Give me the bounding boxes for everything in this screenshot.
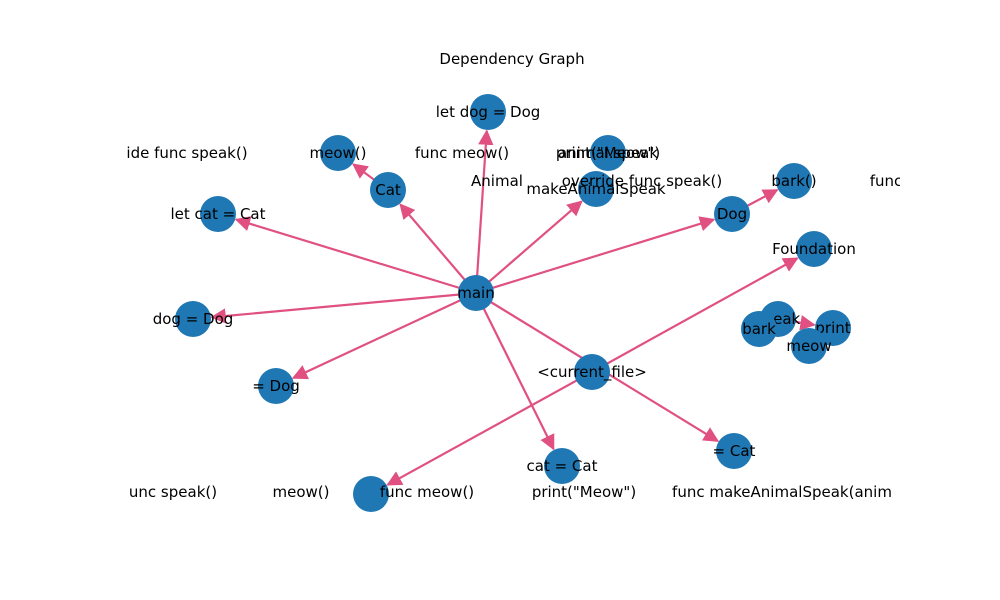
- graph-title: Dependency Graph: [439, 50, 584, 68]
- edge-main-to-make_speak: [475, 200, 583, 294]
- node-meow: meow: [786, 328, 832, 364]
- node-label: bark(): [771, 172, 816, 190]
- node-label: cat = Cat: [527, 457, 598, 475]
- node-bark: bark: [741, 311, 777, 347]
- node-layer: main <current_file> Cat Dog meow() bark() let …: [153, 94, 856, 512]
- node-label: Cat: [375, 181, 401, 199]
- node-label: print("Meow"): [556, 144, 660, 162]
- edge-current_file-to-foundation: [591, 257, 799, 373]
- node-label: let dog = Dog: [436, 103, 541, 121]
- floating-label-override_speak: override func speak(): [562, 172, 723, 190]
- node-circle: [796, 231, 832, 267]
- label-layer: ide func speak() func meow() animal.speak A…: [126, 144, 903, 501]
- node-circle: [574, 354, 610, 390]
- node-circle: [175, 301, 211, 337]
- node-foundation: Foundation: [772, 231, 856, 267]
- node-label: dog = Dog: [153, 310, 234, 328]
- node-circle: [714, 196, 750, 232]
- node-meow_call: meow(): [310, 135, 367, 171]
- node-eq_cat: = Cat: [713, 433, 756, 469]
- node-label: main: [457, 284, 494, 302]
- floating-label-meow_bottom_lbl: meow(): [273, 483, 330, 501]
- node-dog_eq: dog = Dog: [153, 301, 234, 337]
- edge-main-to-cat_cls: [399, 203, 477, 294]
- floating-label-func_meow_top: func meow(): [415, 144, 509, 162]
- edge-main-to-dog_cls: [475, 216, 716, 295]
- node-circle: [353, 476, 389, 512]
- floating-label-func_make: func makeAnimalSpeak(anim: [672, 483, 892, 501]
- node-label: Dog: [717, 205, 747, 223]
- edge-main-to-eq_dog: [291, 292, 477, 380]
- node-main: main: [457, 275, 495, 311]
- node-make_speak: makeAnimalSpeak: [526, 171, 666, 207]
- node-cat_eq: cat = Cat: [527, 448, 598, 484]
- node-label: Foundation: [772, 240, 856, 258]
- edge-main-to-cat_eq: [475, 292, 555, 451]
- node-label: <current_file>: [537, 363, 647, 382]
- node-label: print: [815, 319, 850, 337]
- node-label: meow(): [310, 144, 367, 162]
- edge-main-to-let_cat: [234, 216, 477, 295]
- floating-label-animal_speak: animal.speak: [558, 144, 658, 162]
- node-print_meow_top: print("Meow"): [556, 135, 660, 171]
- node-circle: [320, 135, 356, 171]
- floating-label-animal: Animal: [471, 172, 523, 190]
- node-label: bark: [742, 320, 776, 338]
- node-circle: [791, 328, 827, 364]
- node-current_file: <current_file>: [537, 354, 647, 390]
- node-circle: [370, 172, 406, 208]
- node-label: let cat = Cat: [170, 205, 265, 223]
- floating-label-ov_speak_left: ide func speak(): [126, 144, 247, 162]
- floating-label-func_right: func: [870, 172, 903, 190]
- node-label: = Dog: [252, 377, 300, 395]
- node-label: meow: [786, 337, 831, 355]
- node-label: = Cat: [713, 442, 756, 460]
- node-circle: [578, 171, 614, 207]
- node-circle: [200, 196, 236, 232]
- floating-label-unc_speak: unc speak(): [129, 483, 217, 501]
- node-eq_dog: = Dog: [252, 368, 300, 404]
- floating-label-func_meow_bottom: func meow(): [380, 483, 474, 501]
- node-circle: [470, 94, 506, 130]
- node-circle: [716, 433, 752, 469]
- node-circle: [741, 311, 777, 347]
- node-dog_cls: Dog: [714, 196, 750, 232]
- edge-main-to-let_dog: [474, 129, 494, 294]
- floating-label-print_meow_bottom: print("Meow"): [532, 483, 636, 501]
- node-let_cat: let cat = Cat: [170, 196, 266, 232]
- node-bark_call: bark(): [771, 163, 817, 199]
- edge-current_file-to-meow_bottom: [386, 371, 593, 486]
- node-label: makeAnimalSpeak: [526, 180, 666, 198]
- edge-main-to-dog_eq: [210, 291, 477, 324]
- node-circle: [458, 275, 494, 311]
- node-circle: [258, 368, 294, 404]
- node-circle: [590, 135, 626, 171]
- node-meow_bottom: [353, 476, 389, 512]
- node-let_dog: let dog = Dog: [436, 94, 541, 130]
- node-cat_cls: Cat: [370, 172, 406, 208]
- node-circle: [544, 448, 580, 484]
- node-circle: [776, 163, 812, 199]
